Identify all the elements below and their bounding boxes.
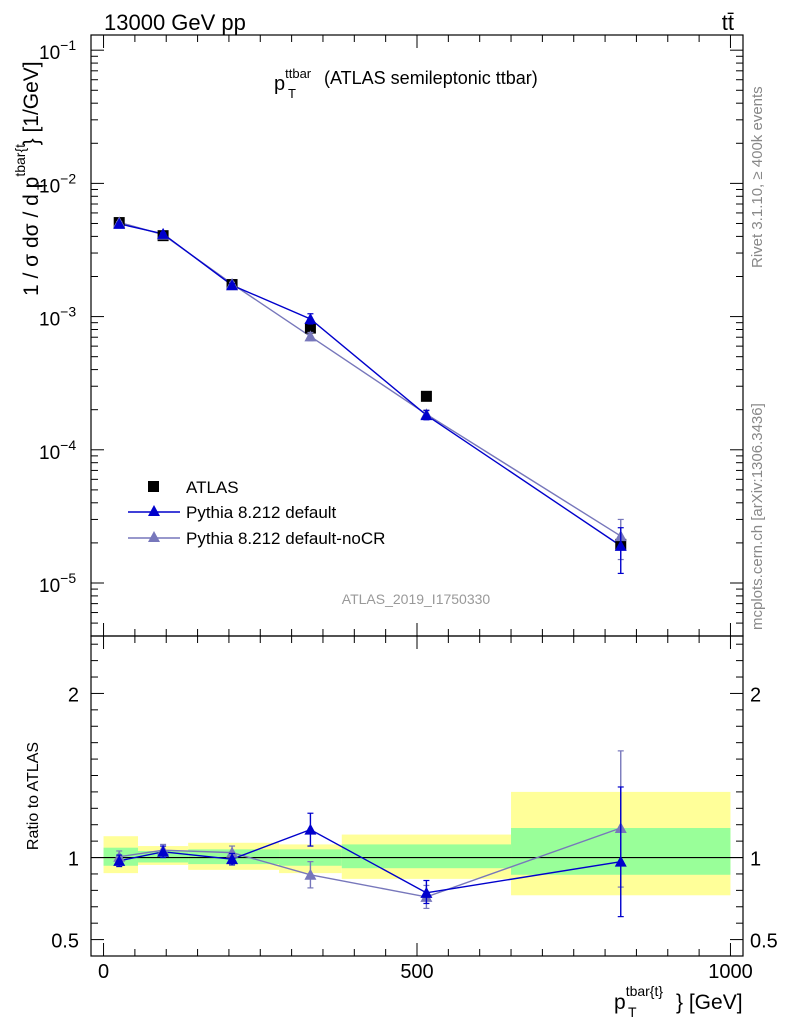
ratio-ytick-label-right: 2	[750, 684, 761, 706]
ratio-ytick-label-right: 1	[750, 849, 761, 871]
ratio-series-line	[119, 827, 621, 898]
main-ylabel-sup: tbar{t	[12, 144, 28, 177]
main-title-p: p	[274, 73, 285, 95]
ratio-ytick-label-left: 1	[68, 849, 79, 871]
ratio-ytick-label-left: 0.5	[51, 931, 79, 953]
main-ytick-exp: −2	[60, 170, 76, 186]
main-ylabel-prefix: 1 / σ dσ / d p	[20, 177, 43, 296]
x-axis-label-suffix: } [GeV]	[676, 991, 743, 1014]
x-tick-label: 500	[400, 961, 433, 983]
legend-atlas-label: ATLAS	[186, 478, 239, 497]
ratio-data-point	[304, 823, 317, 835]
legend-nocr-marker	[148, 531, 160, 542]
x-tick-labels: 0 500 1000	[98, 961, 753, 983]
analysis-watermark: ATLAS_2019_I1750330	[342, 591, 491, 607]
main-ytick-exp: −4	[60, 437, 76, 453]
atlas-data-point	[420, 390, 432, 402]
mcplots-label: mcplots.cern.ch [arXiv:1306.3436]	[749, 403, 766, 630]
x-tick-label: 0	[98, 961, 109, 983]
mc-data-point	[304, 330, 317, 342]
main-ytick-exp: −3	[60, 304, 76, 320]
x-axis-label-sup: tbar{t}	[626, 983, 664, 999]
ratio-band-inner	[341, 844, 512, 869]
main-ytick-base: 10	[39, 310, 60, 331]
mc-data-point	[113, 217, 126, 229]
main-ytick-label: 10−3	[39, 304, 76, 331]
main-ylabel: 1 / σ dσ / d ptbar{t T } [1/GeV]	[12, 61, 50, 296]
legend: ATLAS Pythia 8.212 default Pythia 8.212 …	[128, 478, 385, 548]
main-tick-marks	[91, 35, 743, 637]
main-ylabel-suffix: } [1/GeV]	[20, 61, 43, 145]
ratio-series-line	[119, 828, 621, 894]
main-ylabel-sub: T	[34, 181, 50, 190]
ratio-tick-marks	[91, 636, 743, 956]
legend-default-marker	[148, 505, 160, 516]
mc-data-point	[304, 312, 317, 324]
ratio-series-markers	[113, 750, 627, 918]
main-series-lines	[119, 221, 622, 547]
ratio-ytick-label-left: 2	[68, 684, 79, 706]
ratio-uncertainty-bands	[91, 791, 743, 896]
ratio-data-point	[304, 868, 317, 880]
main-title-sup: ttbar	[285, 66, 312, 81]
legend-nocr-label: Pythia 8.212 default-noCR	[186, 529, 385, 548]
ratio-ytick-label-right: 0.5	[750, 931, 778, 953]
x-axis-label-p: p	[614, 991, 626, 1014]
main-ytick-exp: −1	[60, 37, 76, 53]
main-ytick-label: 10−2	[39, 170, 76, 197]
process-label: tt̄	[722, 10, 734, 35]
mc-data-point	[226, 279, 239, 291]
x-tick-label: 1000	[708, 961, 753, 983]
main-ytick-base: 10	[39, 176, 60, 197]
ratio-data-point	[614, 855, 627, 867]
legend-atlas-marker	[148, 481, 159, 492]
main-ytick-base: 10	[39, 576, 60, 597]
mc-data-point	[157, 227, 170, 239]
ratio-ylabel: Ratio to ATLAS	[25, 742, 42, 850]
rivet-label: Rivet 3.1.10, ≥ 400k events	[749, 86, 766, 268]
atlas-data-point	[304, 322, 316, 334]
main-ytick-exp: −5	[60, 570, 76, 586]
main-ytick-base: 10	[39, 443, 60, 464]
ratio-data-point	[226, 846, 239, 858]
main-ytick-label: 10−5	[39, 570, 76, 597]
main-series-line	[119, 223, 622, 547]
main-ytick-label: 10−4	[39, 437, 76, 464]
ratio-series-lines	[119, 827, 621, 898]
energy-label: 13000 GeV pp	[104, 10, 246, 35]
mc-data-point	[614, 539, 627, 551]
x-axis-label: ptbar{t} T } [GeV]	[614, 983, 743, 1020]
ratio-data-point	[157, 845, 170, 857]
legend-default-label: Pythia 8.212 default	[186, 503, 337, 522]
main-ytick-base: 10	[39, 43, 60, 64]
x-axis-label-sub: T	[628, 1004, 637, 1020]
ratio-data-point	[113, 854, 126, 866]
main-ytick-labels: 10−510−410−310−210−1	[39, 37, 76, 597]
ratio-ytick-labels: 0.5 0.5 1 1 2 2	[51, 684, 778, 952]
mc-data-point	[420, 409, 433, 421]
ratio-data-point	[226, 853, 239, 865]
main-title-rest: (ATLAS semileptonic ttbar)	[324, 68, 538, 88]
main-title-sub: T	[288, 86, 296, 101]
main-series-markers	[113, 216, 627, 575]
main-title: pttbar T	[274, 66, 312, 101]
main-ytick-label: 10−1	[39, 37, 76, 64]
ratio-data-point	[420, 886, 433, 898]
